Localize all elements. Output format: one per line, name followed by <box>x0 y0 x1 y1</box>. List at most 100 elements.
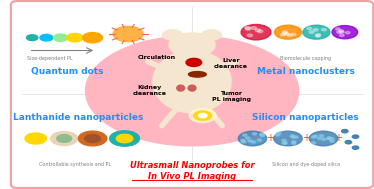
Circle shape <box>322 138 326 140</box>
Circle shape <box>240 139 245 142</box>
Circle shape <box>313 29 318 31</box>
Text: +: + <box>302 133 310 143</box>
Circle shape <box>292 142 296 144</box>
Text: Silicon nanoparticles: Silicon nanoparticles <box>252 113 359 122</box>
Circle shape <box>245 26 250 29</box>
FancyBboxPatch shape <box>11 1 373 188</box>
Circle shape <box>275 25 301 39</box>
Circle shape <box>110 131 140 146</box>
Circle shape <box>283 142 287 144</box>
Circle shape <box>241 24 271 40</box>
Text: Lanthanide nanoparticles: Lanthanide nanoparticles <box>13 113 144 122</box>
Circle shape <box>169 33 215 57</box>
Circle shape <box>83 33 102 43</box>
Circle shape <box>307 27 312 30</box>
Circle shape <box>345 31 350 34</box>
Text: Controllable synthesis and PL: Controllable synthesis and PL <box>39 162 111 167</box>
Circle shape <box>316 35 321 37</box>
Circle shape <box>257 30 263 33</box>
Text: Size-dependent PL: Size-dependent PL <box>27 56 73 61</box>
Circle shape <box>322 28 327 31</box>
Circle shape <box>25 133 46 144</box>
Circle shape <box>337 31 341 33</box>
Circle shape <box>85 134 100 143</box>
Ellipse shape <box>177 85 185 91</box>
Circle shape <box>309 131 338 146</box>
Circle shape <box>57 135 71 142</box>
Circle shape <box>352 146 359 149</box>
Circle shape <box>341 129 348 133</box>
Circle shape <box>345 140 352 144</box>
Circle shape <box>245 27 251 30</box>
Text: Circulation: Circulation <box>138 55 175 60</box>
Circle shape <box>242 141 246 143</box>
Circle shape <box>260 134 264 137</box>
Circle shape <box>285 33 289 35</box>
Circle shape <box>275 134 280 136</box>
Text: Quantum dots: Quantum dots <box>31 67 104 76</box>
Text: Kidney
clearance: Kidney clearance <box>132 85 166 96</box>
Circle shape <box>282 31 287 33</box>
Circle shape <box>329 138 334 140</box>
Circle shape <box>79 131 107 146</box>
Circle shape <box>186 58 202 67</box>
Circle shape <box>327 137 331 140</box>
Circle shape <box>247 34 252 37</box>
Circle shape <box>189 109 216 122</box>
Circle shape <box>202 30 221 40</box>
Circle shape <box>277 132 281 134</box>
Circle shape <box>53 34 68 41</box>
Circle shape <box>287 34 292 36</box>
Text: Liver
clearance: Liver clearance <box>214 58 248 69</box>
Ellipse shape <box>153 50 231 113</box>
Circle shape <box>352 135 359 138</box>
Circle shape <box>238 131 267 146</box>
Circle shape <box>260 133 264 135</box>
Circle shape <box>282 139 286 142</box>
Circle shape <box>335 28 340 30</box>
Circle shape <box>313 135 318 137</box>
Circle shape <box>340 34 344 36</box>
Circle shape <box>290 135 295 137</box>
Circle shape <box>312 136 316 138</box>
Text: Tumor
PL imaging: Tumor PL imaging <box>212 91 251 102</box>
Circle shape <box>67 33 83 42</box>
Circle shape <box>340 31 344 33</box>
Circle shape <box>251 27 257 29</box>
Circle shape <box>40 34 53 41</box>
Circle shape <box>332 26 358 39</box>
Text: Silicon and dye-doped silica: Silicon and dye-doped silica <box>272 162 340 167</box>
Circle shape <box>113 26 143 42</box>
Text: Metal nanoclusters: Metal nanoclusters <box>257 67 355 76</box>
Circle shape <box>163 30 183 40</box>
Circle shape <box>292 141 296 143</box>
Circle shape <box>339 30 343 32</box>
Circle shape <box>311 142 316 144</box>
Text: In Vivo PL Imaging: In Vivo PL Imaging <box>148 172 236 180</box>
Circle shape <box>274 131 302 146</box>
Ellipse shape <box>188 85 196 91</box>
Circle shape <box>280 34 285 36</box>
Circle shape <box>243 134 247 136</box>
Circle shape <box>319 135 324 137</box>
Circle shape <box>257 139 261 141</box>
Text: Biomolecule capping: Biomolecule capping <box>280 56 331 61</box>
Circle shape <box>316 34 321 36</box>
Circle shape <box>246 137 250 139</box>
Circle shape <box>330 140 334 142</box>
Text: +: + <box>266 133 274 143</box>
Text: +: + <box>334 133 342 143</box>
Circle shape <box>199 113 207 118</box>
Circle shape <box>291 136 295 138</box>
Circle shape <box>50 132 78 146</box>
Circle shape <box>86 36 299 146</box>
Ellipse shape <box>188 72 206 77</box>
Circle shape <box>252 133 257 135</box>
Circle shape <box>309 31 314 33</box>
Circle shape <box>248 140 252 142</box>
Circle shape <box>194 111 212 120</box>
Circle shape <box>327 137 331 139</box>
Circle shape <box>27 35 38 41</box>
Circle shape <box>282 142 286 144</box>
Circle shape <box>255 29 261 32</box>
